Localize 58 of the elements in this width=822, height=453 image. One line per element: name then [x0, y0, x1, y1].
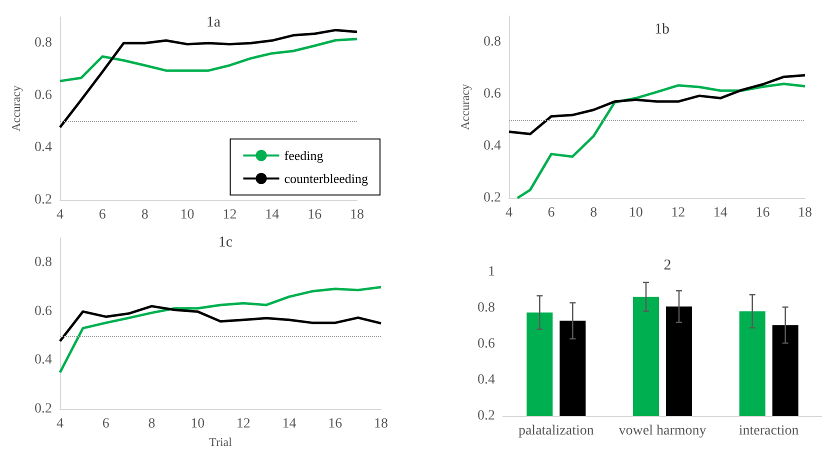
chart-title: 1c	[218, 234, 233, 250]
x-tick-label: 18	[374, 416, 388, 432]
y-tick-label: 0.4	[34, 352, 52, 368]
x-tick-label: 10	[628, 206, 643, 220]
line-series	[58, 28, 358, 129]
y-tick-label: 0.4	[484, 138, 501, 154]
chart-title: 2	[664, 258, 672, 274]
x-axis-title: Trial	[209, 435, 233, 449]
line-series	[508, 74, 806, 136]
line-series	[58, 304, 382, 342]
x-tick-label: 12	[671, 206, 686, 220]
y-tick-label: 0.4	[34, 140, 52, 156]
y-tick-label: 0.6	[478, 336, 495, 352]
y-tick-label: 0.8	[34, 254, 52, 270]
x-tick-label: 12	[222, 208, 237, 222]
x-tick-label: interaction	[738, 424, 799, 438]
y-tick-label: 0.2	[34, 402, 52, 417]
y-tick-label: 0.6	[34, 88, 52, 103]
legend-label: feeding	[284, 148, 324, 163]
line-series	[58, 38, 358, 82]
x-tick-label: 6	[102, 416, 110, 432]
x-tick-label: 10	[180, 208, 194, 222]
chart-title: 1b	[654, 22, 670, 38]
x-tick-label: 4	[56, 208, 64, 222]
x-tick-label: 18	[350, 208, 364, 222]
x-tick-label: 4	[506, 206, 512, 220]
y-tick-label: 0.6	[484, 86, 501, 102]
line-series	[58, 286, 382, 374]
y-axis-title: Accuracy	[458, 84, 472, 130]
y-tick-label: 0.8	[34, 36, 52, 51]
x-tick-label: 12	[236, 416, 250, 432]
y-tick-label: 0.2	[34, 192, 52, 208]
x-tick-label: 6	[548, 206, 555, 220]
x-tick-label: 8	[590, 206, 598, 220]
x-tick-label: 8	[141, 208, 148, 222]
x-tick-label: 10	[190, 416, 205, 432]
x-tick-label: 14	[713, 206, 728, 220]
legend-label: counterbleeding	[284, 171, 368, 186]
x-tick-label: 14	[282, 416, 296, 432]
y-tick-label: 0.6	[34, 304, 52, 319]
x-tick-label: 4	[56, 416, 64, 432]
x-tick-label: 6	[98, 208, 106, 222]
y-tick-label: 0.2	[478, 408, 495, 424]
y-tick-label: 0.8	[478, 300, 495, 316]
y-tick-label: 0.8	[484, 34, 501, 50]
y-axis-title: Accuracy	[9, 86, 23, 132]
x-tick-label: 16	[328, 416, 342, 432]
x-tick-label: vowel harmony	[618, 424, 706, 438]
chart-title: 1a	[206, 14, 221, 30]
x-tick-label: palatalization	[518, 424, 594, 438]
x-tick-label: 18	[798, 206, 812, 220]
x-tick-label: 16	[756, 206, 770, 220]
x-tick-label: 16	[308, 208, 322, 222]
y-tick-label: 1	[488, 264, 495, 280]
x-tick-label: 8	[148, 416, 156, 432]
y-tick-label: 0.2	[484, 190, 501, 206]
x-tick-label: 14	[265, 208, 280, 222]
y-tick-label: 0.4	[478, 372, 495, 388]
